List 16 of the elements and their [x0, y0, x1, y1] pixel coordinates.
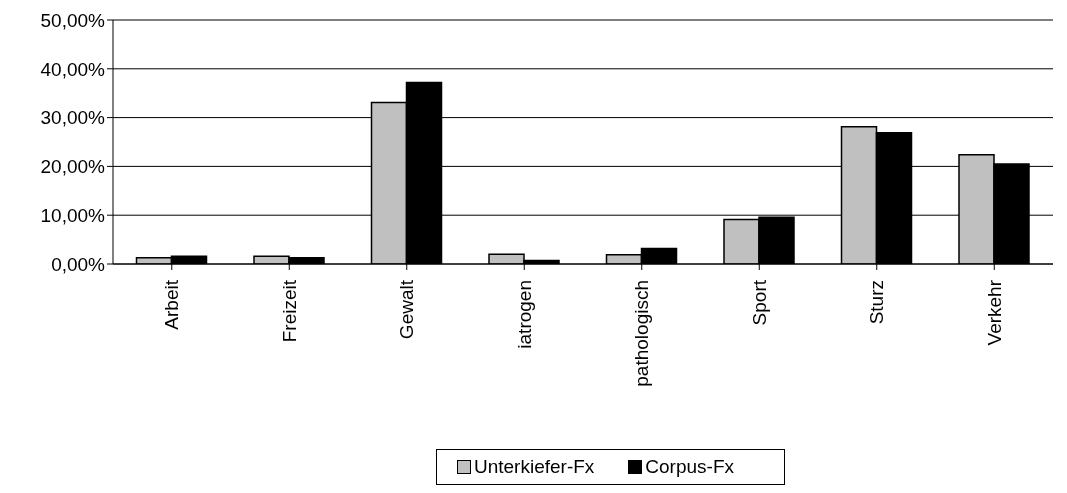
x-tick-label: Gewalt [396, 279, 418, 340]
legend-label: Unterkiefer-Fx [472, 456, 595, 478]
y-tick-label: 30,00% [40, 107, 106, 129]
y-tick-label: 20,00% [40, 156, 106, 178]
x-tick-label: iatrogen [513, 280, 535, 349]
x-tick-label: Freizeit [278, 279, 300, 343]
y-tick-label: 0,00% [51, 253, 106, 275]
y-tick-label: 40,00% [40, 58, 106, 80]
x-tick-label: Arbeit [161, 279, 183, 330]
x-tick-label: Sturz [866, 280, 888, 325]
x-tick-label: pathologisch [631, 280, 653, 387]
legend-label: Corpus-Fx [644, 456, 735, 478]
y-tick-label: 10,00% [40, 204, 106, 226]
x-tick-label: Verkehr [983, 279, 1005, 346]
x-tick-label: Sport [748, 279, 770, 326]
y-tick-label: 50,00% [40, 9, 106, 31]
